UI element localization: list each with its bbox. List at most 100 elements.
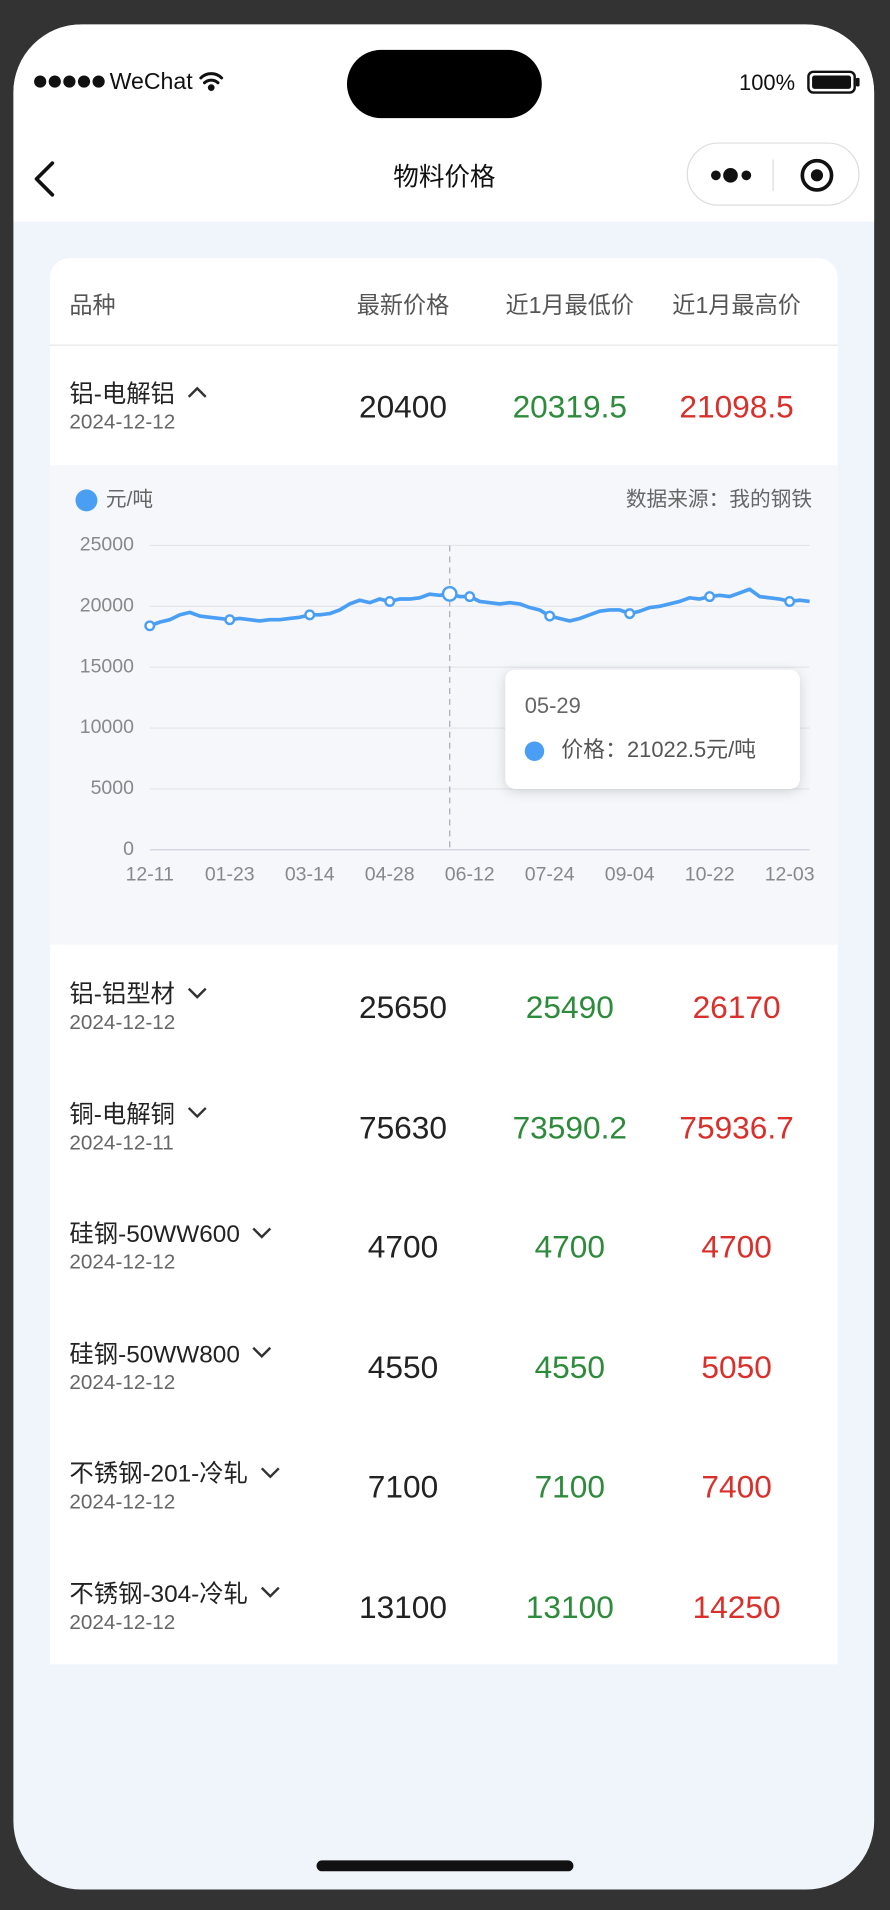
header-cell: 近1月最低价	[505, 293, 635, 319]
item-name: 铝-铝型材	[69, 974, 211, 1009]
signal	[34, 75, 105, 88]
table-row[interactable]: 硅钢-50WW600 2024-12-12 4700 4700 4700	[50, 1185, 838, 1306]
point-marker	[384, 595, 396, 607]
latest-price: 4700	[367, 1228, 439, 1265]
latest-price: 13100	[358, 1588, 448, 1625]
point-marker	[464, 591, 476, 603]
page-title: 物料价格	[393, 164, 495, 192]
high-price: 21098.5	[679, 388, 794, 425]
expand-chevron	[252, 1226, 272, 1239]
low-price: 73590.2	[512, 1108, 627, 1146]
item-name: 铝-电解铝	[69, 374, 211, 409]
latest-price: 25650	[358, 988, 448, 1026]
x-tick-label: 09-04	[605, 864, 655, 886]
tooltip-label: 价格：	[561, 737, 627, 762]
notch	[346, 49, 542, 119]
tooltip-unit: 元/吨	[706, 737, 756, 762]
point-marker	[441, 585, 458, 602]
y-tick-label: 15000	[80, 655, 134, 677]
expand-chevron	[187, 386, 207, 398]
battery-text: 100%	[739, 70, 795, 95]
legend-label: 元/吨	[106, 488, 153, 511]
item-date: 2024-12-11	[69, 1130, 174, 1154]
high-price: 75936.7	[679, 1108, 794, 1146]
x-tick-label: 12-03	[765, 864, 815, 886]
legend-marker	[75, 489, 98, 512]
latest-price: 20400	[358, 388, 448, 425]
tooltip-value: 21022.5	[627, 737, 706, 762]
item-date: 2024-12-12	[69, 410, 176, 434]
item-date: 2024-12-12	[69, 1610, 176, 1634]
x-tick-label: 12-11	[126, 864, 174, 886]
price-line	[149, 587, 810, 628]
item-date: 2024-12-12	[69, 1370, 176, 1394]
y-tick-label: 5000	[91, 777, 134, 799]
table-row[interactable]: 铜-电解铜 2024-12-11 75630 73590.2 75936.7	[50, 1065, 838, 1186]
point-marker	[144, 620, 156, 632]
x-tick-label: 10-22	[685, 864, 735, 886]
expand-chevron	[187, 987, 207, 999]
point-marker	[304, 609, 316, 621]
item-date: 2024-12-12	[69, 1490, 176, 1514]
table-row[interactable]: 不锈钢-201-冷轧 2024-12-12 7100 7100 7400	[50, 1424, 838, 1545]
table-row[interactable]: 铝-铝型材 2024-12-12 25650 25490 26170	[50, 945, 838, 1066]
battery-icon	[807, 70, 860, 94]
high-price: 5050	[701, 1348, 772, 1385]
divider	[49, 344, 838, 346]
wifi-icon	[199, 72, 224, 92]
chart-source: 数据来源：我的钢铁	[626, 488, 812, 511]
point-marker	[224, 614, 236, 626]
x-tick-label: 01-23	[205, 864, 255, 886]
expand-chevron	[260, 1466, 280, 1478]
home-indicator	[316, 1860, 574, 1872]
latest-price: 75630	[358, 1108, 448, 1146]
item-name-text: 硅钢-50WW800	[69, 1341, 240, 1368]
item-name-text: 不锈钢-201-冷轧	[69, 1461, 249, 1488]
capsule-menu[interactable]	[686, 142, 860, 206]
item-name-text: 铝-铝型材	[69, 981, 175, 1009]
low-price: 25490	[525, 988, 614, 1026]
x-tick-label: 06-12	[445, 864, 495, 886]
table-row[interactable]: 不锈钢-304-冷轧 2024-12-12 13100 13100 14250	[50, 1544, 838, 1665]
low-price: 4700	[534, 1228, 606, 1265]
point-marker	[544, 610, 556, 622]
item-name: 铜-电解铜	[69, 1094, 211, 1129]
item-name-text: 不锈钢-304-冷轧	[69, 1580, 249, 1608]
item-name-text: 铝-电解铝	[69, 381, 175, 408]
x-tick-label: 07-24	[525, 864, 575, 886]
high-price: 4700	[701, 1228, 772, 1265]
expand-chevron	[252, 1346, 272, 1359]
table-row[interactable]: 铝-电解铝 2024-12-12 20400 20319.5 21098.5	[50, 345, 838, 466]
latest-price: 4550	[367, 1348, 439, 1385]
item-name: 不锈钢-201-冷轧	[69, 1454, 284, 1489]
low-price: 20319.5	[512, 388, 627, 425]
x-tick-label: 04-28	[365, 864, 415, 886]
status-nav: WeChat 100% 物料价格	[34, 49, 860, 206]
header-cell: 品种	[69, 293, 116, 319]
y-tick-label: 20000	[80, 594, 134, 616]
y-tick-label: 25000	[80, 534, 134, 556]
x-tick-label: 03-14	[285, 864, 335, 886]
point-marker	[704, 591, 716, 603]
back-button[interactable]	[34, 161, 55, 197]
latest-price: 7100	[367, 1468, 439, 1505]
low-price: 13100	[525, 1588, 614, 1625]
header-cell: 最新价格	[356, 293, 450, 319]
chart: 数据来源：我的钢铁 0 5000 10000 15000 20000 25000 12-11…	[49, 465, 838, 945]
low-price: 4550	[534, 1348, 606, 1385]
expand-chevron	[187, 1107, 207, 1119]
y-tick-label: 0	[123, 838, 134, 860]
point-marker	[624, 608, 636, 620]
high-price: 7400	[701, 1468, 772, 1505]
tooltip-box	[505, 669, 800, 789]
expand-chevron	[260, 1586, 280, 1598]
high-price: 14250	[692, 1588, 781, 1625]
item-name-text: 硅钢-50WW600	[69, 1221, 240, 1248]
item-date: 2024-12-12	[69, 1250, 176, 1274]
item-name-text: 铜-电解铜	[69, 1101, 175, 1129]
tooltip-text: 价格：21022.5元/吨	[561, 737, 756, 762]
header-cell: 近1月最高价	[672, 293, 801, 319]
table-row[interactable]: 硅钢-50WW800 2024-12-12 4550 4550 5050	[50, 1305, 838, 1426]
